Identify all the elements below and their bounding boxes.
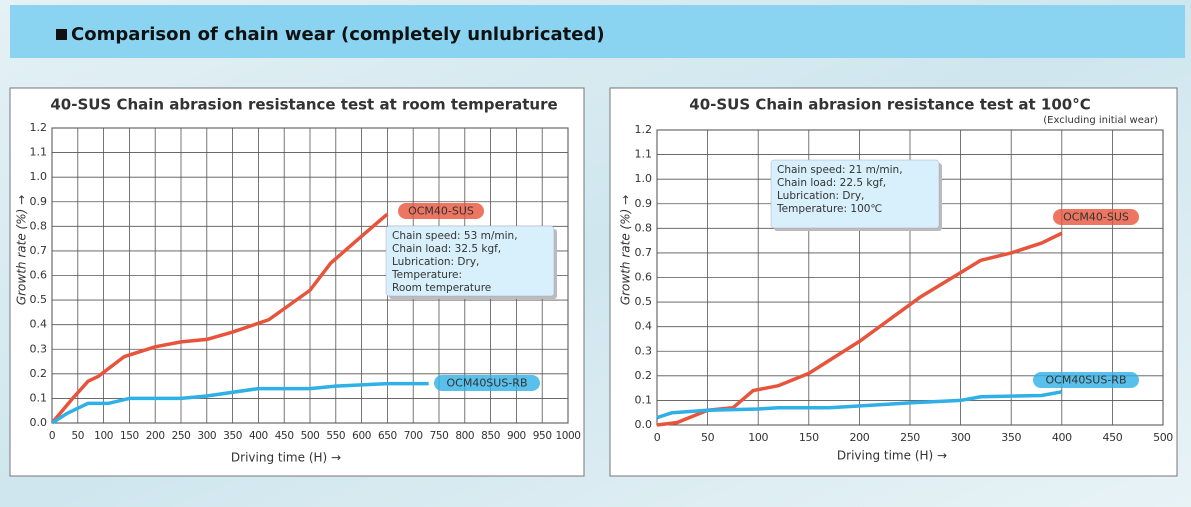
header-bullet (56, 29, 67, 40)
legend-tag (1053, 209, 1139, 225)
y-tick-label: 0.5 (635, 295, 653, 308)
data-line (656, 390, 1063, 420)
annotation-box (385, 225, 555, 297)
y-axis-label: Growth rate (%) → (15, 195, 29, 305)
data-line (50, 212, 389, 425)
x-tick-label: 250 (900, 431, 920, 444)
y-tick-label: 0.2 (30, 367, 48, 380)
y-tick-label: 1.2 (635, 123, 653, 136)
chart-title: 40-SUS Chain abrasion resistance test at… (50, 96, 557, 114)
x-tick-label: 500 (301, 430, 320, 442)
annotation-text: Chain speed: 21 m/min, (777, 164, 903, 176)
x-axis-label: Driving time (H) → (231, 451, 341, 465)
annotation-text: Chain speed: 53 m/min, (392, 230, 518, 242)
y-tick-label: 0.7 (635, 246, 653, 259)
x-tick-label: 400 (1052, 431, 1072, 444)
x-tick-label: 550 (326, 430, 345, 442)
y-tick-label: 0.7 (30, 244, 48, 257)
annotation-text: Temperature: 100℃ (776, 203, 882, 215)
x-tick-label: 700 (404, 430, 423, 442)
annotation-box (770, 159, 940, 229)
legend-label: OCM40-SUS (1063, 211, 1129, 224)
x-tick-label: 50 (72, 430, 85, 442)
y-tick-label: 0.0 (30, 416, 48, 429)
y-tick-label: 0.9 (635, 197, 653, 210)
annotation-text: Temperature: (391, 269, 462, 281)
x-tick-label: 800 (455, 430, 474, 442)
y-tick-label: 1.0 (30, 170, 48, 183)
annotation-text: Room temperature (392, 282, 491, 294)
x-tick-label: 0 (654, 431, 661, 444)
y-tick-label: 0.3 (635, 344, 653, 357)
legend-label: OCM40-SUS (408, 205, 474, 218)
y-tick-label: 0.4 (635, 320, 653, 333)
y-tick-label: 1.0 (635, 172, 653, 185)
y-tick-label: 0.1 (30, 391, 48, 404)
data-line (51, 381, 429, 425)
legend-tag (1033, 372, 1139, 388)
legend-label: OCM40SUS-RB (1045, 374, 1126, 387)
y-tick-label: 0.8 (30, 219, 48, 232)
x-tick-label: 100 (94, 430, 113, 442)
legend-tag (398, 203, 484, 219)
x-tick-label: 650 (378, 430, 397, 442)
x-tick-label: 300 (951, 431, 971, 444)
annotation-text: Lubrication: Dry, (392, 256, 479, 268)
x-tick-label: 400 (249, 430, 268, 442)
header-band (10, 5, 1185, 58)
x-tick-label: 1000 (555, 430, 580, 442)
x-tick-label: 450 (275, 430, 294, 442)
y-tick-label: 0.3 (30, 342, 48, 355)
x-tick-label: 350 (1001, 431, 1021, 444)
y-tick-label: 0.6 (635, 271, 653, 284)
x-tick-label: 850 (481, 430, 500, 442)
x-tick-label: 900 (507, 430, 526, 442)
x-tick-label: 250 (172, 430, 191, 442)
y-tick-label: 0.0 (635, 418, 653, 431)
y-tick-label: 1.2 (30, 121, 48, 134)
annotation-text: Lubrication: Dry, (777, 190, 864, 202)
y-tick-label: 0.2 (635, 369, 653, 382)
x-tick-label: 200 (146, 430, 165, 442)
y-tick-label: 0.9 (30, 195, 48, 208)
y-tick-label: 0.6 (30, 269, 48, 282)
annotation-text: Chain load: 22.5 kgf, (777, 177, 886, 189)
x-tick-label: 150 (120, 430, 139, 442)
y-tick-label: 0.8 (635, 221, 653, 234)
x-tick-label: 50 (701, 431, 715, 444)
y-tick-label: 1.1 (635, 148, 653, 161)
x-tick-label: 600 (352, 430, 371, 442)
legend-label: OCM40SUS-RB (446, 377, 527, 390)
x-tick-label: 450 (1103, 431, 1123, 444)
y-tick-label: 0.5 (30, 293, 48, 306)
x-tick-label: 950 (533, 430, 552, 442)
y-axis-label: Growth rate (%) → (619, 195, 633, 305)
x-tick-label: 300 (197, 430, 216, 442)
x-tick-label: 750 (430, 430, 449, 442)
x-tick-label: 500 (1153, 431, 1173, 444)
header-title: Comparison of chain wear (completely unl… (71, 24, 605, 45)
chart-subtitle: (Excluding initial wear) (1043, 115, 1158, 126)
y-tick-label: 0.1 (635, 393, 653, 406)
x-tick-label: 100 (748, 431, 768, 444)
x-axis-label: Driving time (H) → (837, 449, 947, 463)
x-tick-label: 350 (223, 430, 242, 442)
annotation-text: Chain load: 32.5 kgf, (392, 243, 501, 255)
y-tick-label: 1.1 (30, 146, 48, 159)
x-tick-label: 0 (49, 430, 55, 442)
x-tick-label: 200 (850, 431, 870, 444)
legend-tag (434, 375, 540, 391)
x-tick-label: 150 (799, 431, 819, 444)
y-tick-label: 0.4 (30, 318, 48, 331)
chart-title: 40-SUS Chain abrasion resistance test at… (689, 96, 1090, 114)
